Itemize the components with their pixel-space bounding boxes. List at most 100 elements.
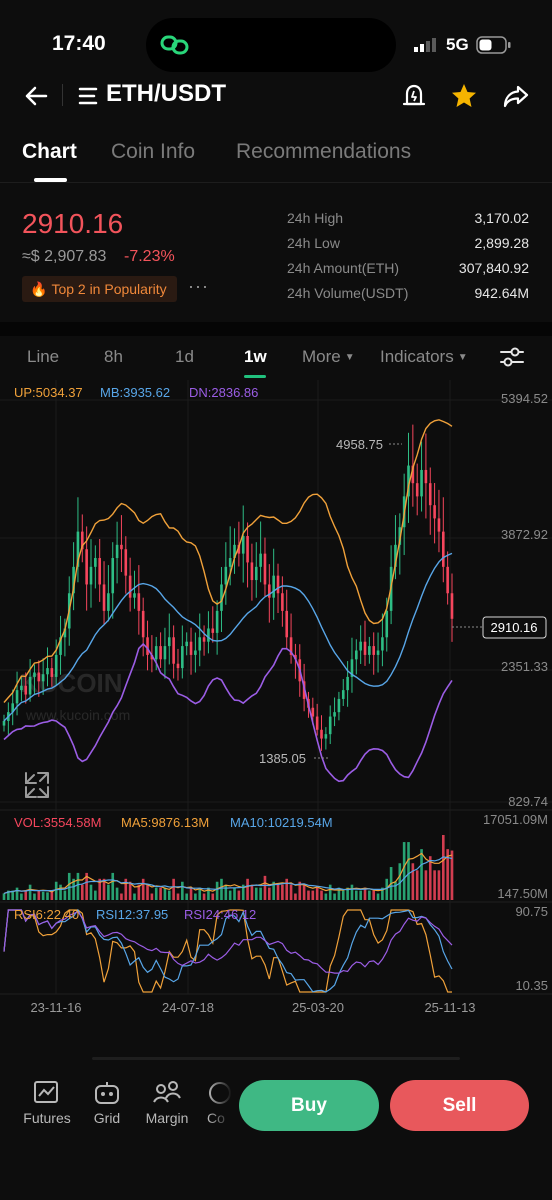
candle-body bbox=[72, 566, 75, 594]
volume-bar bbox=[207, 887, 210, 900]
expand-icon[interactable] bbox=[25, 772, 49, 798]
pair-title[interactable]: ETH/USDT bbox=[106, 80, 226, 107]
candle-body bbox=[120, 544, 123, 550]
volume-bar bbox=[7, 890, 10, 900]
candle-body bbox=[137, 593, 141, 611]
timeframe-1w[interactable]: 1w bbox=[244, 347, 267, 366]
volume-bar bbox=[424, 870, 428, 900]
volume-bar bbox=[285, 878, 289, 900]
candle-body bbox=[272, 575, 275, 598]
candle-body bbox=[46, 668, 49, 675]
candle-body bbox=[450, 593, 454, 619]
candle-body bbox=[198, 637, 202, 651]
volume-bar bbox=[363, 887, 367, 900]
volume-bar bbox=[433, 870, 436, 900]
back-arrow-icon[interactable] bbox=[22, 82, 50, 110]
candle-body bbox=[124, 549, 128, 576]
current-price-tag bbox=[482, 616, 547, 639]
sell-button[interactable]: Sell bbox=[390, 1080, 529, 1131]
candle-body bbox=[376, 650, 380, 655]
candle-body bbox=[433, 505, 436, 519]
x-axis-label: 25-11-13 bbox=[424, 1000, 475, 1015]
settings-sliders-icon[interactable] bbox=[498, 344, 526, 370]
candlesticks bbox=[2, 424, 454, 751]
volume-bar bbox=[107, 884, 110, 900]
candle-body bbox=[237, 544, 241, 554]
tab-chart[interactable]: Chart bbox=[22, 140, 77, 163]
candle-body bbox=[189, 641, 193, 655]
more-icon[interactable]: ··· bbox=[188, 276, 209, 296]
volume-bar bbox=[346, 887, 349, 900]
volume-bar bbox=[194, 893, 197, 900]
rsi24-legend: RSI24:46.12 bbox=[184, 907, 256, 922]
candle-body bbox=[328, 716, 332, 735]
boll-dn-legend: DN:2836.86 bbox=[189, 385, 258, 400]
buy-button[interactable]: Buy bbox=[239, 1080, 379, 1131]
candle-body bbox=[333, 712, 336, 717]
tab-active-indicator bbox=[34, 178, 67, 182]
candle-body bbox=[172, 637, 175, 664]
battery-icon bbox=[476, 36, 511, 54]
price-chart[interactable]: KUCOIN www.kucoin.com UP:5034.37 MB:3935… bbox=[0, 380, 552, 1020]
stat-label-volume: 24h Volume(USDT) bbox=[287, 285, 409, 301]
volume-bar bbox=[115, 887, 119, 900]
candle-body bbox=[133, 593, 136, 598]
popularity-badge[interactable]: 🔥 Top 2 in Popularity bbox=[22, 276, 177, 302]
volume-bar bbox=[50, 890, 54, 900]
menu-icon[interactable] bbox=[76, 82, 104, 110]
nav-futures[interactable]: Futures bbox=[17, 1080, 77, 1126]
volume-bar bbox=[289, 884, 293, 900]
volume-bar bbox=[2, 893, 6, 900]
volume-bar bbox=[202, 893, 206, 900]
candle-body bbox=[224, 566, 228, 585]
grid-bot-icon bbox=[95, 1082, 119, 1104]
volume-bars bbox=[2, 835, 454, 900]
candle-body bbox=[128, 575, 132, 598]
volume-ma5-line bbox=[3, 852, 453, 894]
candle-body bbox=[11, 703, 15, 713]
candle-body bbox=[407, 465, 410, 497]
indicators-dropdown[interactable]: Indicators ▼ bbox=[380, 347, 468, 367]
timeframe-1d[interactable]: 1d bbox=[175, 347, 194, 366]
alert-icon[interactable] bbox=[400, 82, 428, 110]
volume-bar bbox=[67, 872, 71, 900]
star-icon[interactable] bbox=[450, 82, 478, 110]
volume-bar bbox=[159, 887, 162, 900]
candle-body bbox=[150, 654, 154, 660]
volume-bar bbox=[337, 887, 341, 900]
candle-body bbox=[211, 628, 215, 633]
volume-bar bbox=[359, 890, 362, 900]
volume-bar bbox=[15, 887, 19, 900]
candle-body bbox=[346, 676, 349, 691]
tab-coin-info[interactable]: Coin Info bbox=[111, 140, 196, 163]
volume-bar bbox=[72, 878, 75, 900]
volume-bar bbox=[46, 892, 49, 900]
candle-body bbox=[446, 566, 449, 594]
nav-grid[interactable]: Grid bbox=[77, 1080, 137, 1126]
x-axis-label: 25-03-20 bbox=[292, 1000, 344, 1015]
timeframe-8h[interactable]: 8h bbox=[104, 347, 123, 366]
volume-bar bbox=[246, 878, 249, 900]
volume-bar bbox=[411, 863, 415, 900]
timeframe-active-indicator bbox=[244, 375, 266, 378]
vol-ma10-legend: MA10:10219.54M bbox=[230, 815, 333, 830]
volume-bar bbox=[407, 842, 410, 900]
boll-middle-line bbox=[3, 552, 453, 722]
nav-margin[interactable]: Margin bbox=[137, 1080, 197, 1126]
candle-body bbox=[185, 641, 188, 647]
volume-bar bbox=[237, 890, 241, 900]
tab-recommendations[interactable]: Recommendations bbox=[236, 140, 412, 163]
chevron-down-icon: ▼ bbox=[344, 352, 355, 363]
volume-bar bbox=[124, 878, 128, 900]
more-label: More bbox=[302, 347, 341, 366]
more-timeframes-dropdown[interactable]: More ▼ bbox=[302, 347, 355, 367]
nav-grid-label: Grid bbox=[93, 1110, 121, 1126]
current-price-label: 2910.16 bbox=[491, 620, 538, 635]
boll-up-legend: UP:5034.37 bbox=[14, 385, 83, 400]
volume-bar bbox=[324, 893, 328, 900]
volume-bar bbox=[24, 890, 28, 900]
share-icon[interactable] bbox=[502, 82, 530, 110]
candle-body bbox=[359, 641, 362, 651]
candle-body bbox=[372, 646, 376, 655]
timeframe-line[interactable]: Line bbox=[27, 347, 60, 366]
